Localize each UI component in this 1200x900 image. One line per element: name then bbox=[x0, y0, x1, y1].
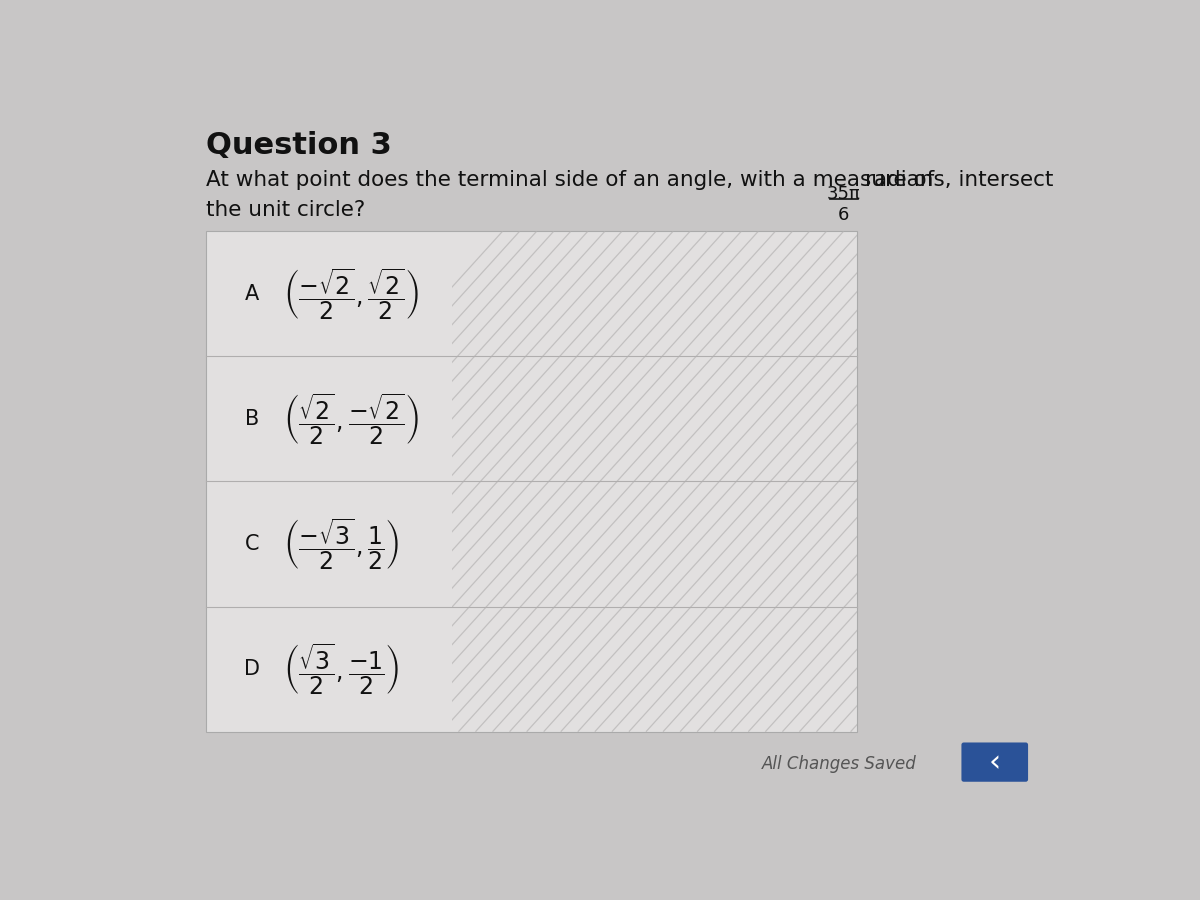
Text: A: A bbox=[245, 284, 259, 304]
Text: $\left(\dfrac{\sqrt{3}}{2},\dfrac{-1}{2}\right)$: $\left(\dfrac{\sqrt{3}}{2},\dfrac{-1}{2}… bbox=[283, 641, 400, 697]
Text: 6: 6 bbox=[838, 206, 850, 224]
Text: At what point does the terminal side of an angle, with a measure of: At what point does the terminal side of … bbox=[206, 169, 934, 190]
Text: D: D bbox=[245, 659, 260, 680]
Text: $\left(\dfrac{-\sqrt{2}}{2},\dfrac{\sqrt{2}}{2}\right)$: $\left(\dfrac{-\sqrt{2}}{2},\dfrac{\sqrt… bbox=[283, 266, 419, 321]
Text: the unit circle?: the unit circle? bbox=[206, 201, 365, 220]
Text: All Changes Saved: All Changes Saved bbox=[762, 755, 917, 773]
Text: C: C bbox=[245, 534, 259, 554]
Text: ‹: ‹ bbox=[989, 748, 1001, 777]
FancyBboxPatch shape bbox=[961, 742, 1028, 782]
Text: 35π: 35π bbox=[827, 185, 860, 203]
Text: Question 3: Question 3 bbox=[206, 131, 391, 160]
Text: radians, intersect: radians, intersect bbox=[865, 169, 1054, 190]
Text: $\left(\dfrac{\sqrt{2}}{2},\dfrac{-\sqrt{2}}{2}\right)$: $\left(\dfrac{\sqrt{2}}{2},\dfrac{-\sqrt… bbox=[283, 391, 419, 446]
Bar bbox=[206, 231, 857, 732]
Text: $\left(\dfrac{-\sqrt{3}}{2},\dfrac{1}{2}\right)$: $\left(\dfrac{-\sqrt{3}}{2},\dfrac{1}{2}… bbox=[283, 516, 400, 572]
Text: B: B bbox=[245, 409, 259, 429]
